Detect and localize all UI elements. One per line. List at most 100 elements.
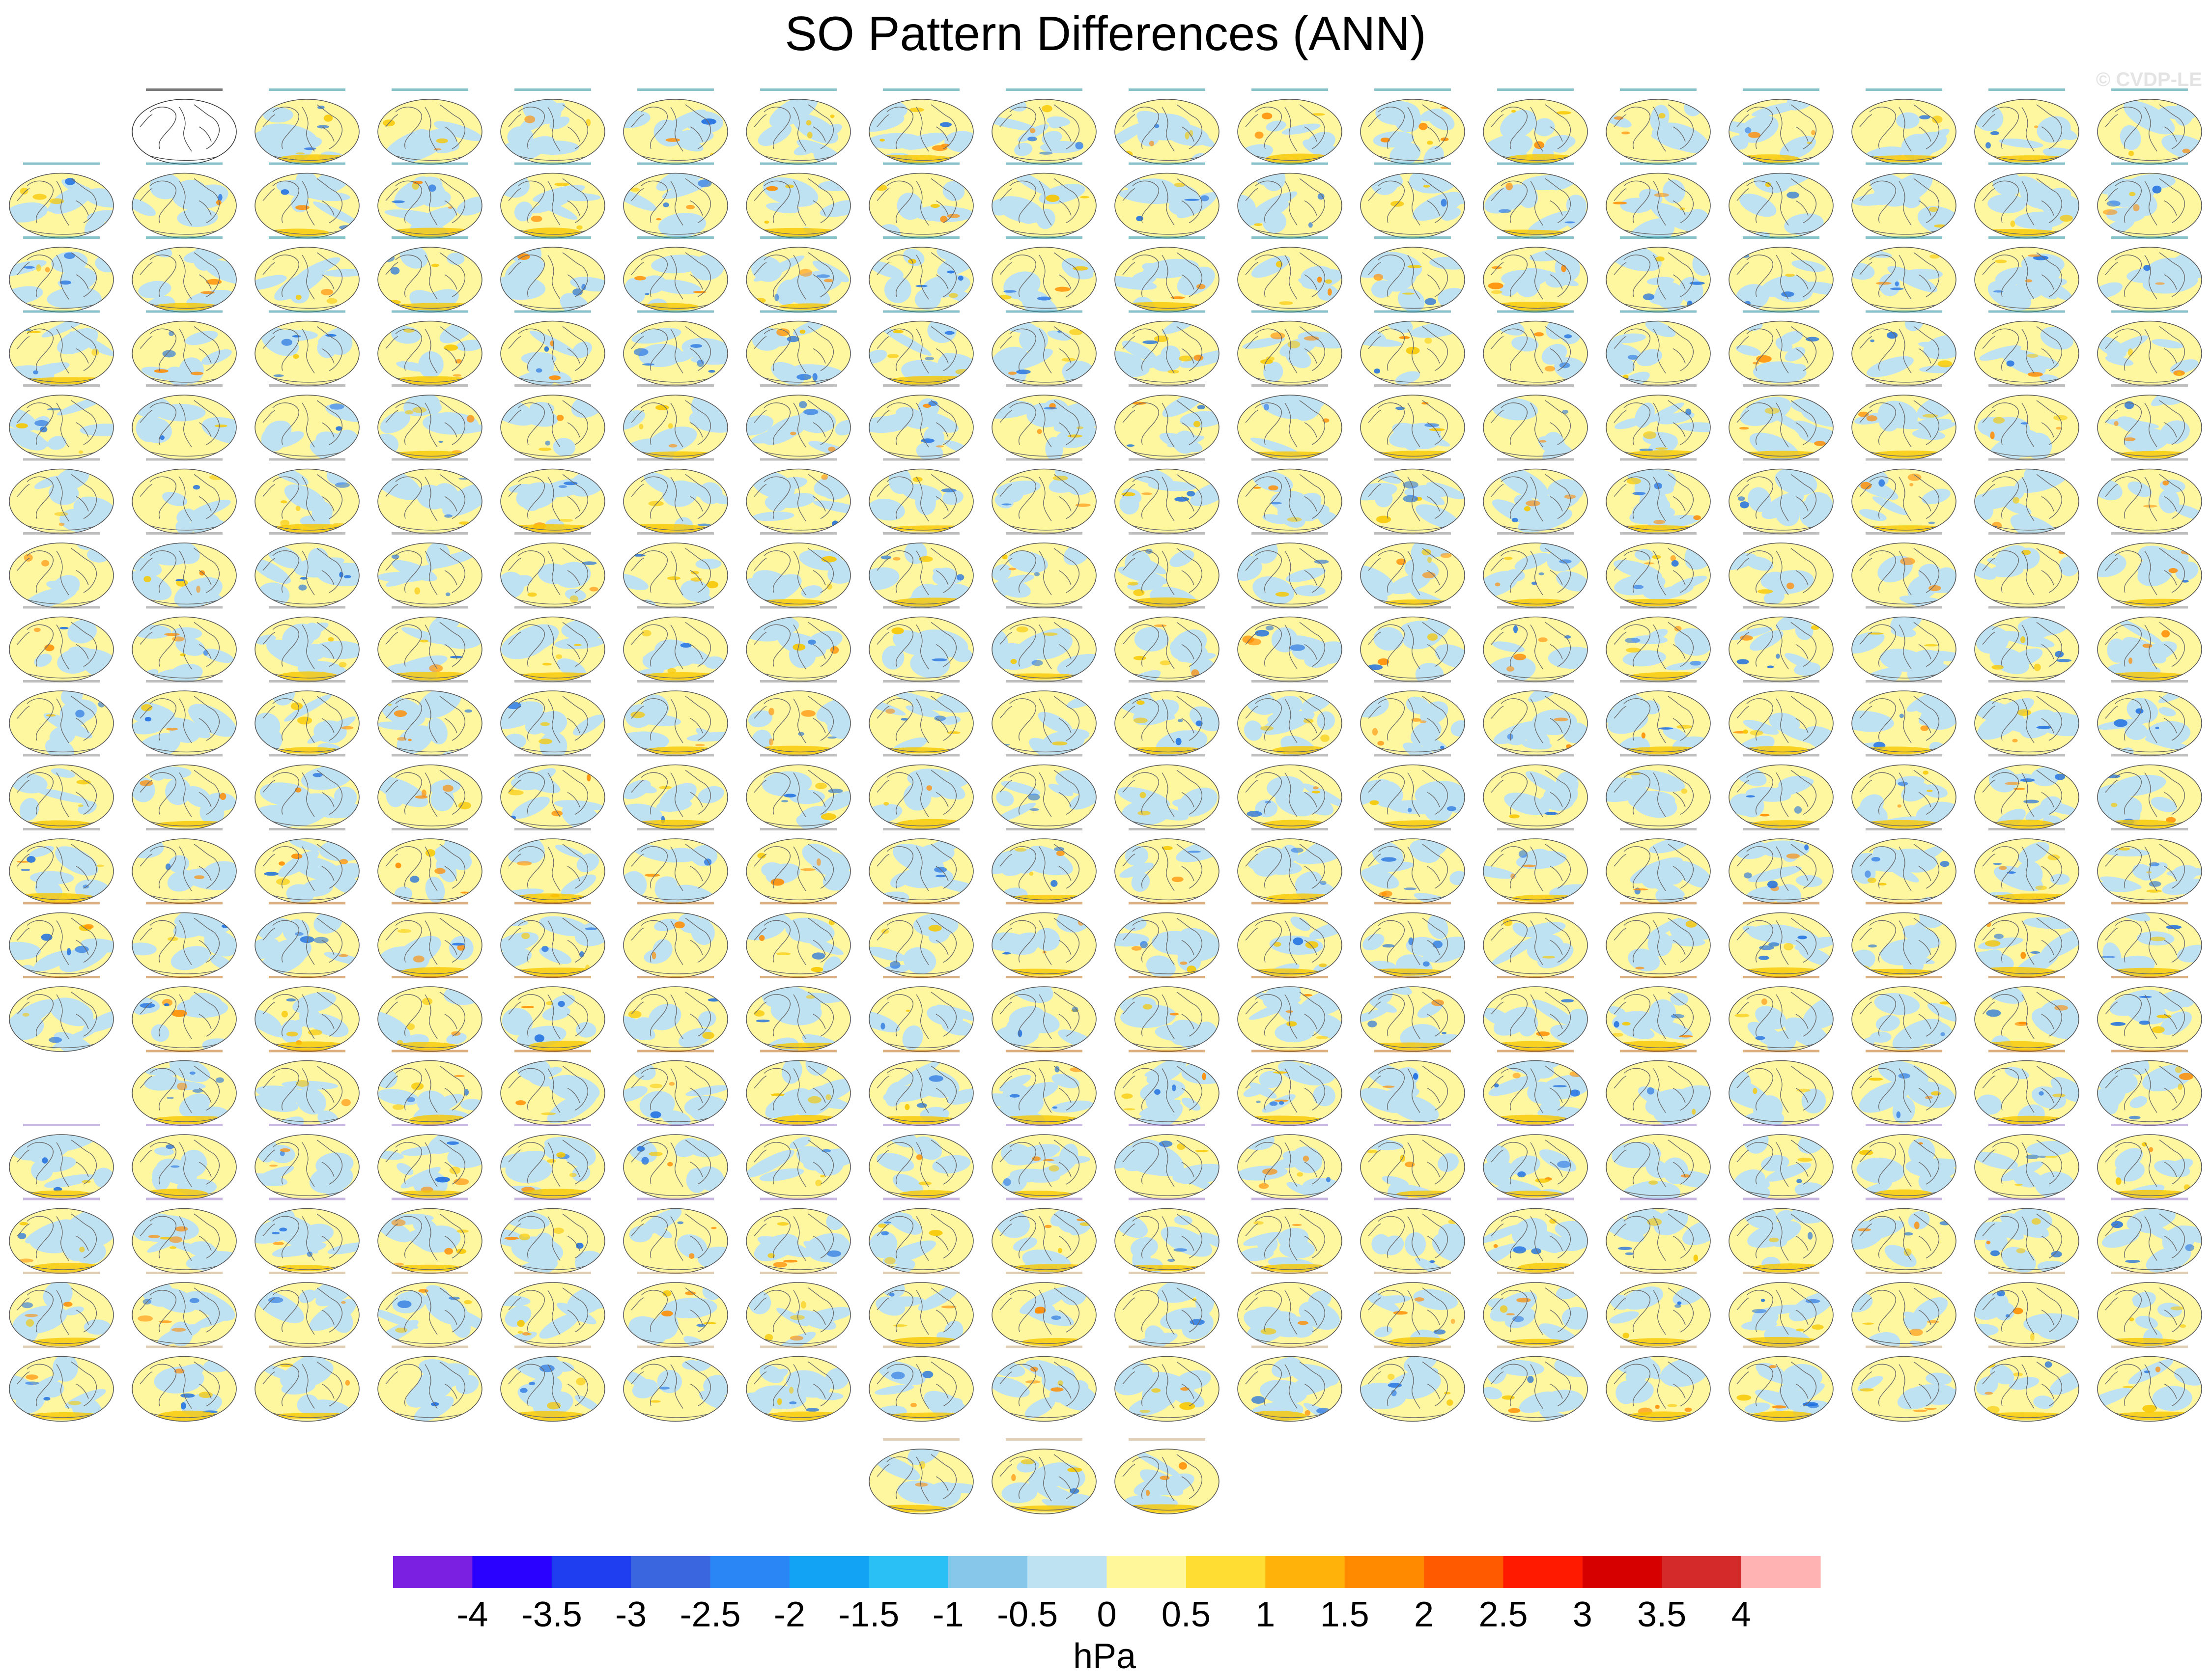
colorbar-unit-label: hPa: [1073, 1637, 1136, 1676]
map-panel: [869, 532, 974, 608]
map-panel: [992, 384, 1097, 460]
map-panel: [1360, 828, 1465, 904]
colorbar-swatch: [1424, 1556, 1504, 1588]
map-panel: [1237, 384, 1342, 460]
colorbar-tick-label: 2: [1414, 1595, 1434, 1634]
colorbar-swatch: [631, 1556, 711, 1588]
map-panel: [1729, 828, 1834, 904]
map-panel: [132, 606, 237, 683]
colorbar-tick-label: 0: [1097, 1595, 1116, 1634]
map-panel: [1114, 88, 1219, 165]
map-panel: [1729, 976, 1834, 1052]
watermark: © CVDP-LE: [2096, 69, 2202, 90]
map-panel: [1606, 384, 1711, 460]
map-panel: [992, 1345, 1097, 1422]
map-panel: [1114, 828, 1219, 904]
map-panel: [1729, 1345, 1834, 1422]
map-panel: [1360, 1197, 1465, 1274]
map-panel: [1729, 532, 1834, 608]
map-panel: [1974, 1345, 2079, 1422]
map-panel: [255, 680, 360, 756]
colorbar-tick-label: 2.5: [1478, 1595, 1528, 1634]
map-panel: [746, 1345, 851, 1422]
map-panel: [992, 532, 1097, 608]
map-panel: [623, 1124, 728, 1200]
map-panel: [132, 1197, 237, 1274]
map-panel: [1974, 976, 2079, 1052]
map-panel: [500, 384, 605, 460]
map-panel: [623, 236, 728, 313]
map-panel: [869, 1050, 974, 1126]
colorbar-tick-label: -2.5: [680, 1595, 741, 1634]
colorbar-swatch: [1186, 1556, 1266, 1588]
map-panel: [1851, 606, 1956, 683]
map-panel: [255, 162, 360, 239]
map-panel: [1360, 902, 1465, 978]
map-panel: [377, 532, 482, 608]
map-panel: [1974, 1124, 2079, 1200]
map-panel: [1729, 458, 1834, 535]
map-panel: [2097, 1272, 2202, 1348]
map-panel: [9, 1124, 114, 1200]
map-panel: [500, 828, 605, 904]
colorbar-swatch: [393, 1556, 473, 1588]
map-panel: [1237, 1197, 1342, 1274]
map-panel: [2097, 680, 2202, 756]
page-title: SO Pattern Differences (ANN): [785, 6, 1426, 60]
map-panel: [1114, 1050, 1219, 1126]
map-panel: [746, 680, 851, 756]
colorbar-swatch: [1106, 1556, 1187, 1588]
colorbar-tick-label: 3: [1573, 1595, 1592, 1634]
map-panel: [377, 310, 482, 387]
map-panel: [1114, 1345, 1219, 1422]
map-panel: [2097, 1197, 2202, 1274]
map-panel: [377, 1345, 482, 1422]
map-panel: [1851, 1050, 1956, 1126]
map-panel: [2097, 162, 2202, 239]
map-panel: [1974, 458, 2079, 535]
map-panel: [377, 384, 482, 460]
colorbar-swatch: [869, 1556, 949, 1588]
colorbar-tick-label: -3.5: [521, 1595, 582, 1634]
map-panel: [1606, 754, 1711, 830]
map-panel: [1483, 458, 1588, 535]
map-panel: [1606, 1345, 1711, 1422]
map-panel: [869, 1124, 974, 1200]
map-panel: [500, 1050, 605, 1126]
map-panel: [132, 1050, 237, 1126]
map-panel: [1974, 902, 2079, 978]
map-panel: [1606, 828, 1711, 904]
map-panel: [132, 1124, 237, 1200]
map-panel: [1606, 236, 1711, 313]
map-panel: [1974, 384, 2079, 460]
map-panel: [623, 828, 728, 904]
map-panel: [9, 976, 114, 1052]
map-panel: [1974, 606, 2079, 683]
colorbar-swatch: [1027, 1556, 1107, 1588]
map-panel: [1483, 1124, 1588, 1200]
map-panel: [500, 88, 605, 165]
map-panel: [1483, 1197, 1588, 1274]
map-panel: [1237, 754, 1342, 830]
map-panel: [132, 384, 237, 460]
map-panel: [623, 532, 728, 608]
map-panel: [1851, 1197, 1956, 1274]
map-panel: [1974, 680, 2079, 756]
map-panel: [1360, 680, 1465, 756]
map-panel: [1483, 384, 1588, 460]
map-panel: [1606, 458, 1711, 535]
map-panel: [1114, 162, 1219, 239]
colorbar-swatch: [789, 1556, 869, 1588]
map-panel: [1114, 754, 1219, 830]
map-panel: [2097, 310, 2202, 387]
map-panel: [992, 236, 1097, 313]
map-panel: [500, 680, 605, 756]
map-panel: [746, 236, 851, 313]
map-panel: [132, 162, 237, 239]
map-panel: [377, 606, 482, 683]
map-panel: [1483, 902, 1588, 978]
map-panel: [377, 680, 482, 756]
map-panel: [992, 828, 1097, 904]
map-panel: [1851, 1345, 1956, 1422]
map-panel: [1483, 1050, 1588, 1126]
